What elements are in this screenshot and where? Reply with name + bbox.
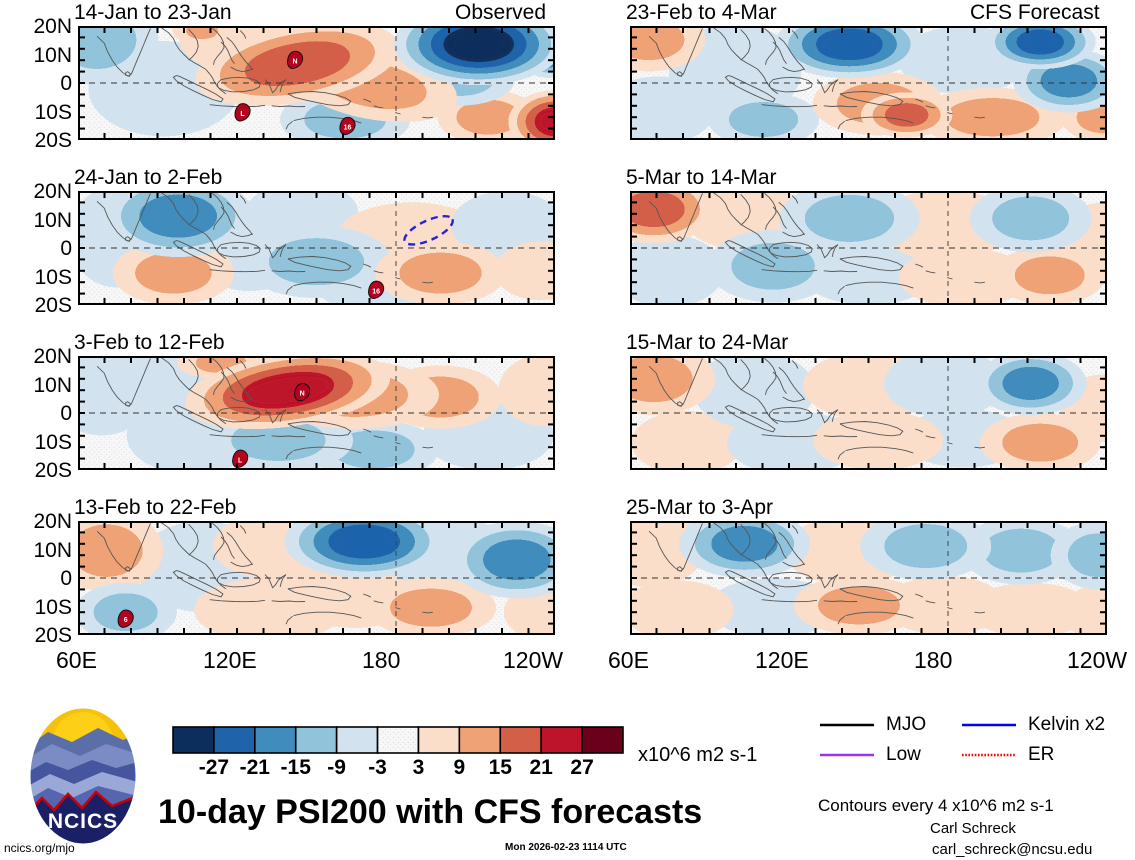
svg-text:6: 6 (124, 617, 128, 624)
column-header-cfs-forecast: CFS Forecast (970, 1, 1100, 24)
panel-title-obs-4: 13-Feb to 22-Feb (74, 496, 237, 519)
x-tick-left-1: 120E (203, 647, 257, 673)
timestamp: Mon 2026-02-23 1114 UTC (505, 842, 627, 853)
legend-item-er (960, 748, 1018, 762)
legend-label-0: MJO (886, 714, 927, 735)
y-tick-obs-4-2: 0 (60, 567, 72, 590)
panel-title-fcst-1: 23-Feb to 4-Mar (626, 1, 777, 24)
svg-text:N: N (300, 391, 305, 398)
y-tick-obs-1-1: 10N (33, 43, 72, 67)
y-tick-obs-3-2: 0 (60, 402, 72, 425)
y-tick-obs-4-4: 20S (34, 624, 72, 647)
y-tick-obs-3-0: 20N (33, 345, 72, 368)
map-panel-obs-1: N L 16 (78, 26, 555, 140)
legend-line-1 (962, 723, 1016, 727)
svg-text:16: 16 (372, 288, 380, 295)
legend-line-2 (820, 753, 874, 757)
legend-line-0 (820, 723, 874, 727)
x-tick-right-3: 120W (1067, 647, 1128, 673)
colorbar (172, 726, 624, 754)
colorbar-tick-3: -9 (327, 756, 346, 779)
contour-note: Contours every 4 x10^6 m2 s-1 (818, 796, 1054, 815)
colorbar-swatches (172, 726, 624, 754)
panel-title-fcst-2: 5-Mar to 14-Mar (626, 166, 777, 189)
panel-title-fcst-3: 15-Mar to 24-Mar (626, 331, 789, 354)
legend-label-1: Kelvin x2 (1028, 714, 1106, 735)
author-email[interactable]: carl_schreck@ncsu.edu (932, 841, 1093, 858)
ncics-logo: NCICS (28, 706, 138, 846)
svg-text:NCICS: NCICS (48, 810, 118, 833)
y-tick-obs-2-3: 10S (34, 265, 72, 289)
map-panel-obs-2: 16 (78, 191, 555, 305)
y-tick-obs-2-0: 20N (33, 180, 72, 203)
main-title: 10-day PSI200 with CFS forecasts (158, 793, 703, 831)
y-tick-obs-3-1: 10N (33, 373, 72, 397)
y-tick-obs-1-2: 0 (60, 72, 72, 95)
y-tick-obs-3-3: 10S (34, 430, 72, 454)
author-name: Carl Schreck (930, 820, 1016, 837)
colorbar-tick-7: 15 (488, 756, 512, 779)
y-tick-obs-2-1: 10N (33, 208, 72, 232)
svg-text:L: L (238, 457, 243, 464)
column-header-observed: Observed (455, 1, 547, 24)
y-tick-obs-4-0: 20N (33, 510, 72, 533)
legend-item-mjo (818, 718, 876, 732)
panel-title-obs-1: 14-Jan to 23-Jan (74, 1, 232, 24)
x-tick-left-0: 60E (56, 647, 97, 673)
x-tick-left-2: 180 (362, 647, 401, 673)
site-url[interactable]: ncics.org/mjo (4, 841, 75, 855)
map-panel-fcst-4 (630, 521, 1107, 635)
map-panel-fcst-1 (630, 26, 1107, 140)
legend-item-low (818, 748, 876, 762)
map-panel-obs-4: 6 (78, 521, 555, 635)
svg-text:N: N (293, 58, 298, 65)
colorbar-tick-9: 27 (570, 756, 594, 779)
colorbar-tick-0: -27 (198, 756, 230, 779)
colorbar-unit-label: x10^6 m2 s-1 (638, 744, 758, 766)
panel-title-obs-2: 24-Jan to 2-Feb (74, 166, 223, 189)
x-tick-right-2: 180 (914, 647, 953, 673)
legend-label-2: Low (886, 744, 921, 765)
colorbar-tick-5: 3 (412, 756, 425, 779)
y-tick-obs-4-1: 10N (33, 538, 72, 562)
legend-item-kelvin-x2 (960, 718, 1018, 732)
x-tick-left-3: 120W (503, 647, 564, 673)
colorbar-tick-8: 21 (529, 756, 553, 779)
colorbar-tick-4: -3 (368, 756, 387, 779)
svg-text:L: L (240, 111, 245, 118)
y-tick-obs-4-3: 10S (34, 595, 72, 619)
y-tick-obs-2-2: 0 (60, 237, 72, 260)
legend-line-3 (962, 753, 1016, 757)
map-panel-fcst-3 (630, 356, 1107, 470)
map-panel-fcst-2 (630, 191, 1107, 305)
svg-text:16: 16 (344, 125, 352, 132)
panel-title-fcst-4: 25-Mar to 3-Apr (626, 496, 774, 519)
x-tick-right-1: 120E (755, 647, 809, 673)
colorbar-tick-1: -21 (239, 756, 270, 779)
panel-title-obs-3: 3-Feb to 12-Feb (74, 331, 225, 354)
y-tick-obs-2-4: 20S (34, 294, 72, 317)
colorbar-tick-6: 9 (453, 756, 466, 779)
y-tick-obs-1-4: 20S (34, 129, 72, 152)
colorbar-tick-2: -15 (280, 756, 311, 779)
x-tick-right-0: 60E (608, 647, 649, 673)
legend-label-3: ER (1028, 744, 1055, 765)
y-tick-obs-1-0: 20N (33, 15, 72, 38)
y-tick-obs-3-4: 20S (34, 459, 72, 482)
y-tick-obs-1-3: 10S (34, 100, 72, 124)
